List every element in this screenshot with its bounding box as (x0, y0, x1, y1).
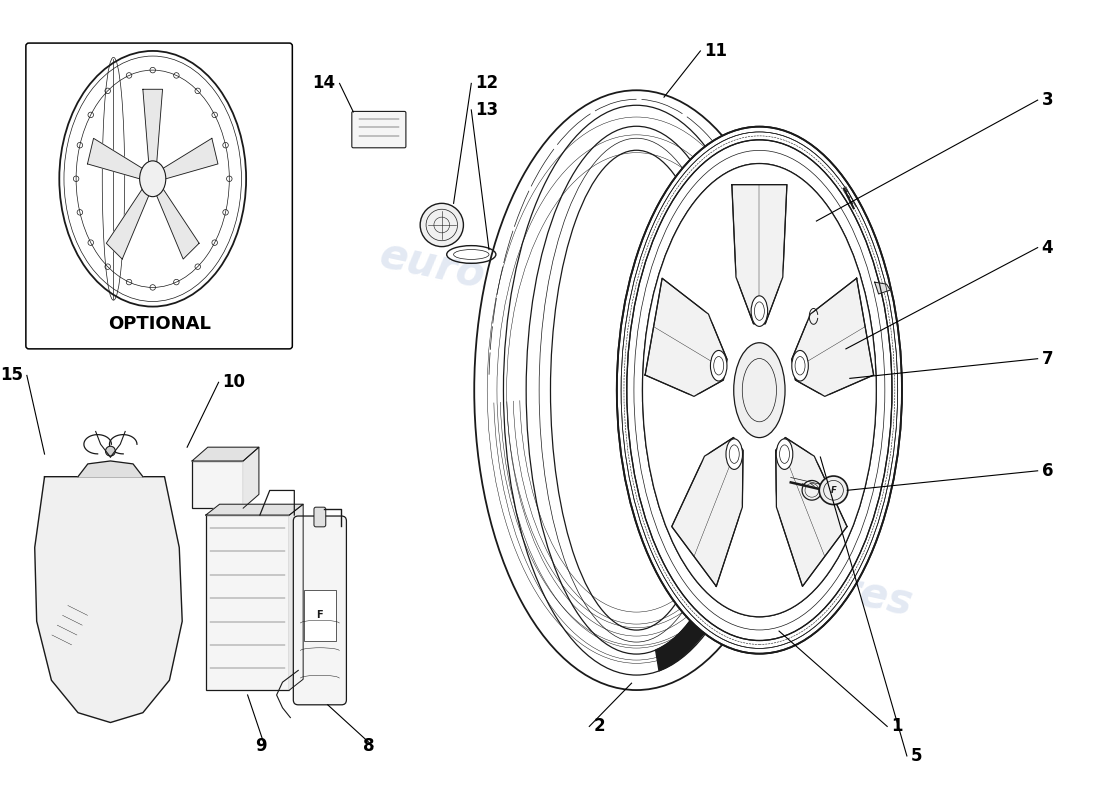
Bar (304, 590, 336, 641)
Polygon shape (289, 504, 304, 690)
Ellipse shape (734, 342, 785, 438)
Ellipse shape (711, 350, 727, 381)
Text: 1: 1 (891, 718, 903, 735)
Polygon shape (143, 90, 163, 163)
Polygon shape (88, 138, 143, 179)
Ellipse shape (642, 163, 877, 617)
Ellipse shape (777, 439, 793, 470)
Bar (206, 515, 289, 690)
Polygon shape (657, 392, 734, 496)
Text: 2: 2 (593, 718, 605, 735)
Polygon shape (206, 504, 304, 515)
FancyBboxPatch shape (352, 111, 406, 148)
Text: 13: 13 (475, 101, 498, 119)
Polygon shape (645, 278, 727, 396)
Ellipse shape (474, 90, 799, 690)
Text: F: F (317, 610, 323, 620)
Text: 11: 11 (704, 42, 727, 60)
FancyBboxPatch shape (26, 43, 293, 349)
Text: eurospares: eurospares (375, 234, 641, 330)
Text: 4: 4 (1042, 238, 1053, 257)
Circle shape (106, 446, 116, 456)
Ellipse shape (751, 296, 768, 326)
Circle shape (820, 476, 848, 505)
Polygon shape (162, 138, 218, 179)
Polygon shape (78, 461, 143, 477)
Text: 12: 12 (475, 74, 498, 92)
Text: 6: 6 (1042, 462, 1053, 480)
Polygon shape (192, 447, 258, 461)
Text: 7: 7 (1042, 350, 1053, 368)
Text: 15: 15 (0, 366, 23, 385)
Text: OPTIONAL: OPTIONAL (108, 315, 210, 334)
Polygon shape (107, 188, 150, 259)
Polygon shape (792, 278, 873, 396)
Polygon shape (656, 481, 758, 670)
Polygon shape (785, 392, 862, 496)
Ellipse shape (792, 350, 808, 381)
Text: 14: 14 (312, 74, 336, 92)
Circle shape (420, 203, 463, 246)
Polygon shape (776, 438, 847, 586)
Polygon shape (679, 212, 749, 354)
Ellipse shape (726, 439, 742, 470)
Text: 10: 10 (222, 374, 245, 391)
Ellipse shape (617, 126, 902, 654)
Bar (192, 461, 243, 508)
Polygon shape (156, 188, 199, 259)
Polygon shape (770, 212, 840, 354)
Text: 3: 3 (1042, 91, 1053, 109)
Polygon shape (874, 282, 890, 294)
FancyBboxPatch shape (314, 507, 326, 527)
Polygon shape (35, 477, 183, 722)
Polygon shape (672, 438, 743, 586)
Polygon shape (732, 185, 786, 324)
Text: eurospares: eurospares (651, 529, 917, 625)
Polygon shape (732, 446, 788, 580)
Text: 8: 8 (363, 737, 375, 755)
Ellipse shape (59, 51, 246, 306)
Text: 5: 5 (911, 747, 922, 765)
Text: 9: 9 (255, 737, 266, 755)
Text: F: F (830, 486, 836, 495)
FancyBboxPatch shape (294, 516, 346, 705)
Polygon shape (243, 447, 258, 508)
Ellipse shape (140, 161, 166, 197)
